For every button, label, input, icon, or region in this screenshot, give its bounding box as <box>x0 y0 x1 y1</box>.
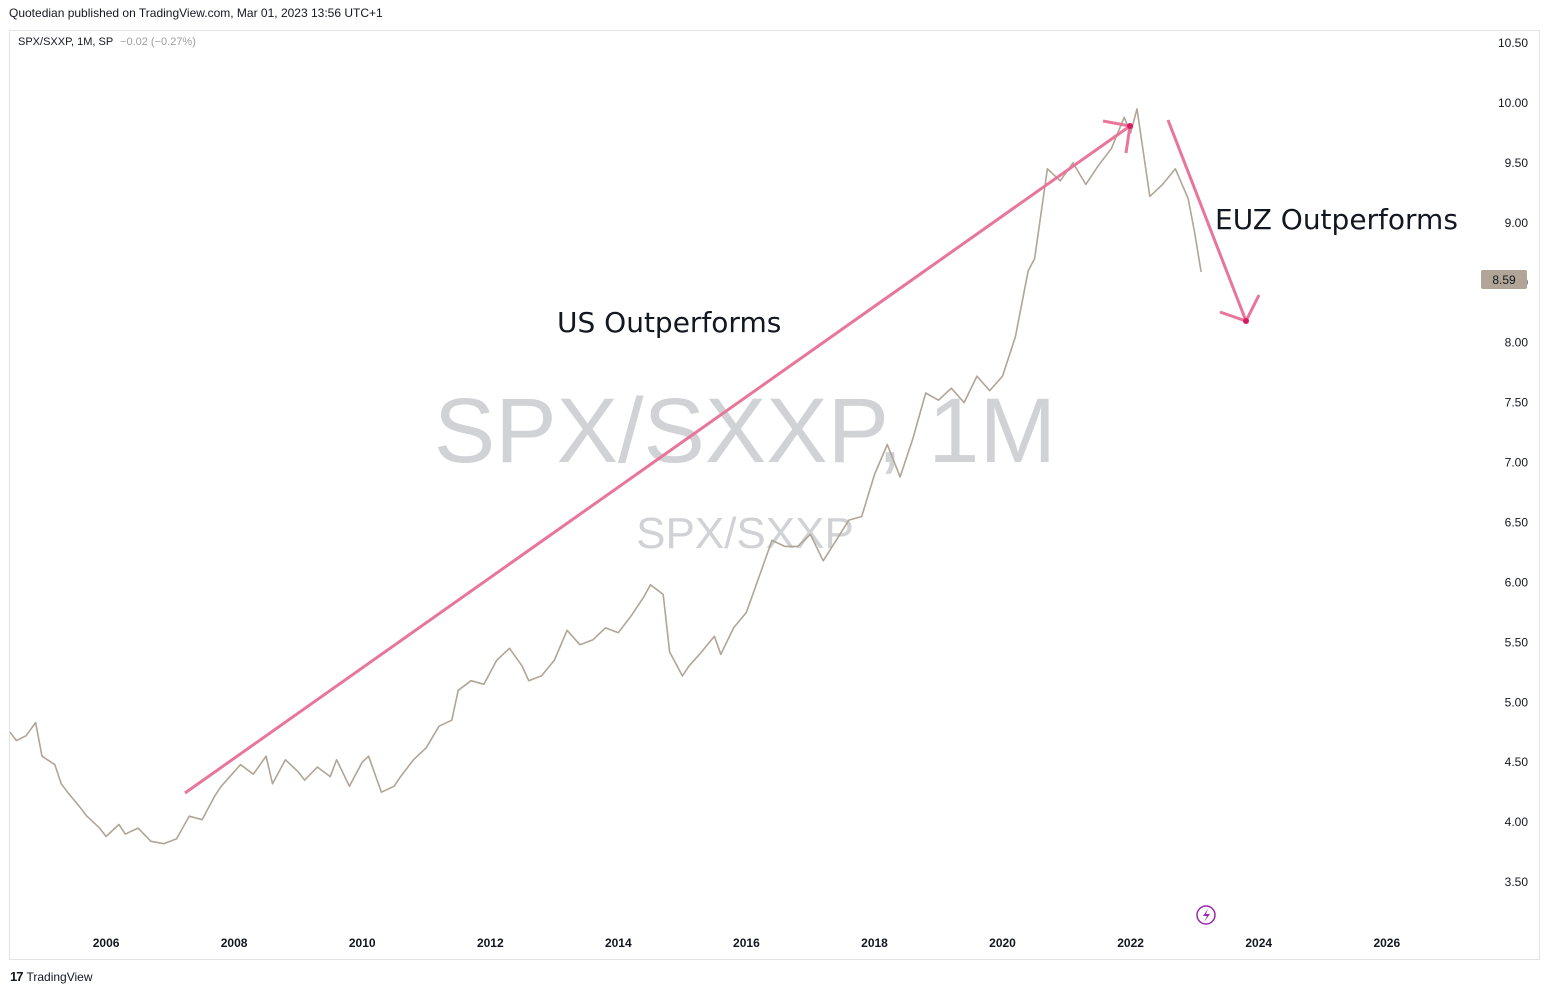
euz-arrow-tip-dot <box>1243 318 1249 324</box>
x-tick-label: 2022 <box>1117 936 1144 950</box>
y-tick-label: 6.00 <box>1505 575 1529 589</box>
lightning-bolt-glyph <box>1203 909 1210 922</box>
x-tick-label: 2026 <box>1373 936 1400 950</box>
y-tick-label: 3.50 <box>1505 875 1529 889</box>
last-price-tag: 8.59 <box>1481 270 1527 289</box>
y-tick-label: 8.00 <box>1505 336 1529 350</box>
x-tick-label: 2008 <box>221 936 248 950</box>
series-line <box>9 108 1202 845</box>
x-axis: 2006 2008 2010 2012 2014 2016 2018 2020 2022 2024… <box>93 936 1401 950</box>
watermark: SPX/SXXP, 1M SPX/SXXP <box>434 380 1056 558</box>
annotation-euz-outperforms: EUZ Outperforms <box>1215 203 1458 236</box>
watermark-sub: SPX/SXXP <box>636 509 854 558</box>
y-tick-label: 9.50 <box>1505 156 1529 170</box>
footer[interactable]: 17 TradingView <box>10 969 93 984</box>
change-value: −0.02 (−0.27%) <box>120 36 196 48</box>
y-tick-label: 7.50 <box>1505 396 1529 410</box>
x-tick-label: 2020 <box>989 936 1016 950</box>
x-tick-label: 2014 <box>605 936 632 950</box>
us-arrow-tip-dot <box>1127 123 1133 129</box>
x-tick-label: 2010 <box>349 936 376 950</box>
y-tick-label: 4.00 <box>1505 815 1529 829</box>
x-tick-label: 2018 <box>861 936 888 950</box>
y-tick-label: 6.50 <box>1505 516 1529 530</box>
y-tick-label: 10.00 <box>1498 96 1528 110</box>
y-tick-label: 5.00 <box>1505 695 1529 709</box>
tradingview-logo-icon[interactable]: 17 <box>10 969 24 984</box>
publish-info: Quotedian published on TradingView.com, … <box>9 6 383 20</box>
symbol-legend[interactable]: SPX/SXXP, 1M, SP −0.02 (−0.27%) <box>18 36 196 48</box>
symbol-label[interactable]: SPX/SXXP, 1M, SP <box>18 36 113 48</box>
lightning-icon[interactable] <box>1196 905 1216 925</box>
x-tick-label: 2006 <box>93 936 120 950</box>
x-tick-label: 2024 <box>1245 936 1272 950</box>
annotation-us-outperforms: US Outperforms <box>557 306 781 339</box>
us-outperforms-arrow-shaft <box>184 124 1131 795</box>
annotation-arrows <box>184 119 1261 795</box>
y-tick-label: 9.00 <box>1505 216 1529 230</box>
chart-frame[interactable] <box>9 30 1540 960</box>
brand-name[interactable]: TradingView <box>26 969 93 984</box>
y-tick-label: 10.50 <box>1498 36 1528 50</box>
x-tick-label: 2012 <box>477 936 504 950</box>
y-tick-label: 4.50 <box>1505 755 1529 769</box>
last-price-value: 8.59 <box>1492 273 1516 287</box>
x-tick-label: 2016 <box>733 936 760 950</box>
y-axis: 3.50 4.00 4.50 5.00 5.50 6.00 6.50 7.00 7.50 8.00… <box>1498 36 1528 889</box>
y-tick-label: 7.00 <box>1505 456 1529 470</box>
y-tick-label: 5.50 <box>1505 635 1529 649</box>
euz-outperforms-arrow-shaft <box>1166 119 1248 322</box>
live-indicator[interactable] <box>1196 905 1216 925</box>
watermark-main: SPX/SXXP, 1M <box>434 380 1056 482</box>
